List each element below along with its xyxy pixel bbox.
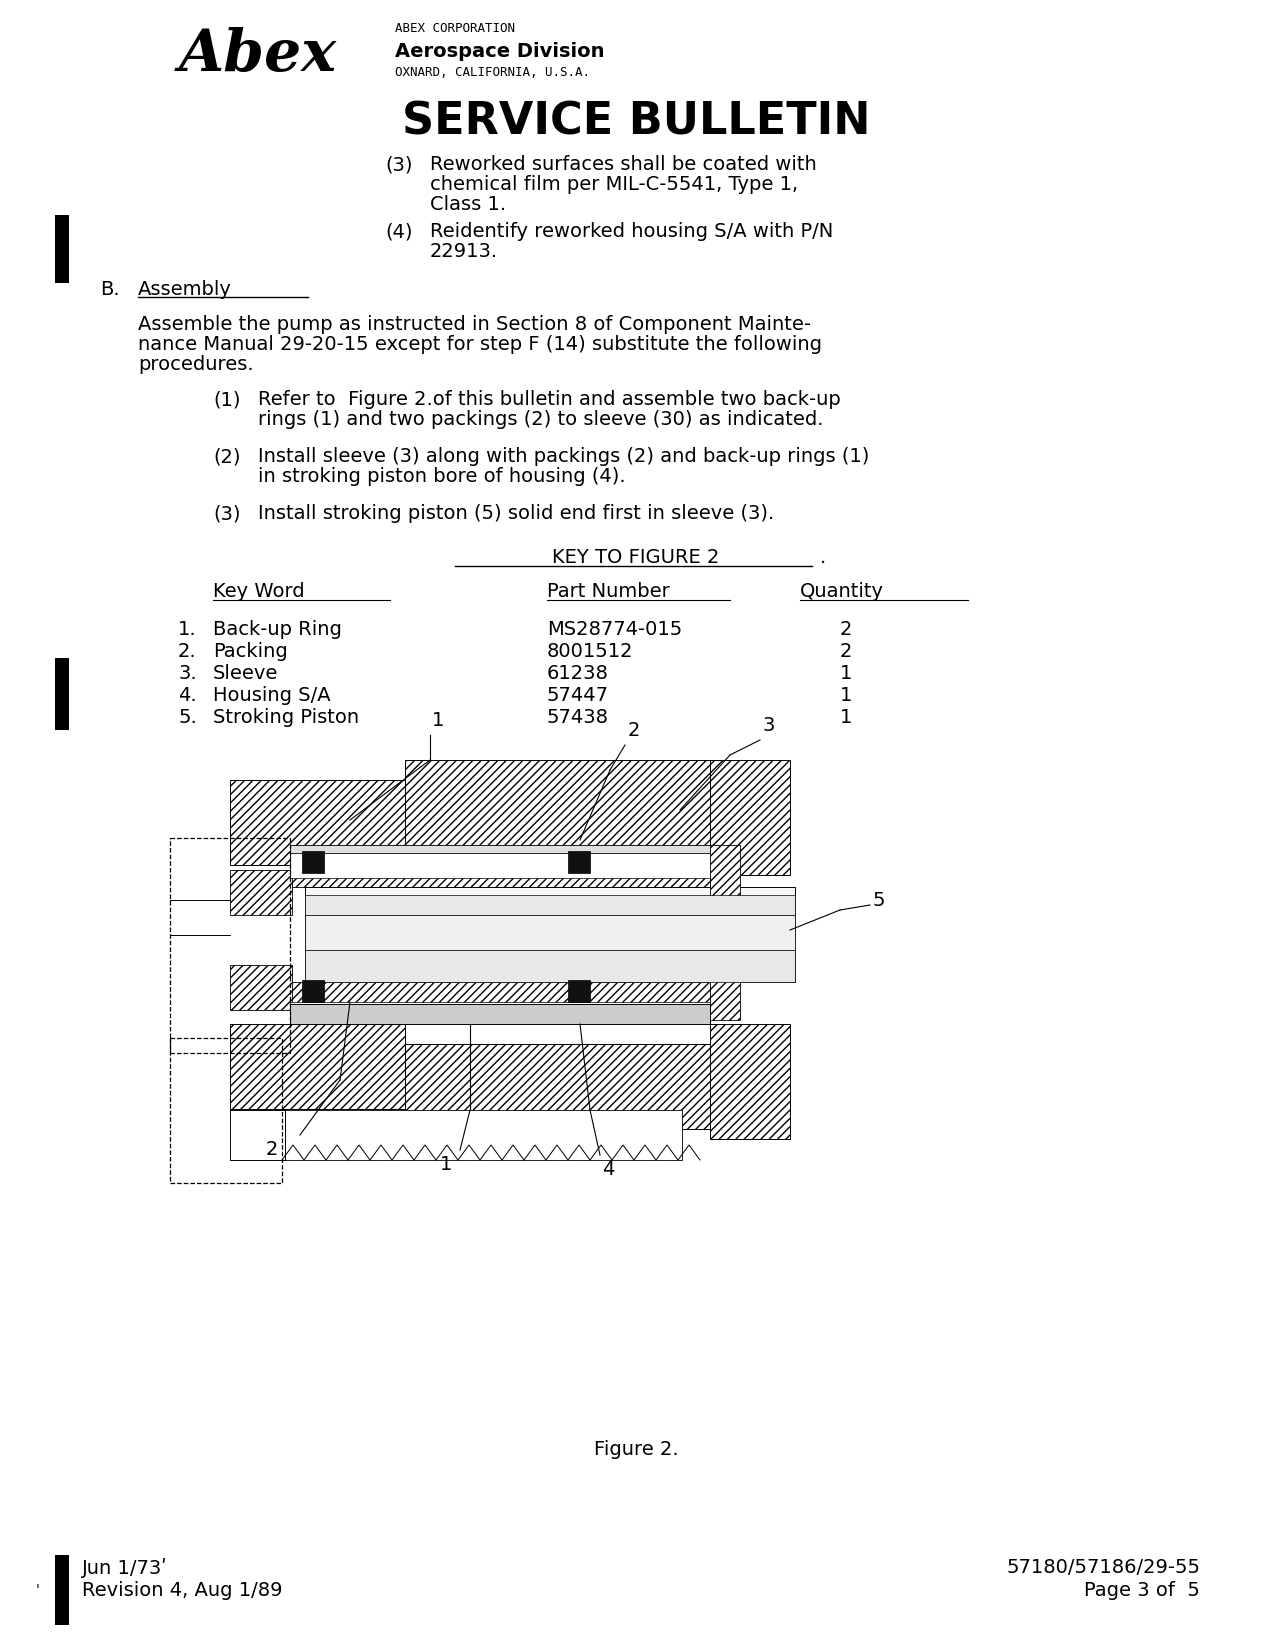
Text: Revision 4, Aug 1/89: Revision 4, Aug 1/89 [81,1580,282,1600]
Bar [569,850,590,873]
Text: 4: 4 [602,1160,614,1178]
Bar [305,895,795,915]
Bar [230,966,293,1010]
Text: B.: B. [100,280,120,298]
Text: 5: 5 [873,890,884,910]
Text: 1: 1 [840,686,852,705]
Text: ABEX CORPORATION: ABEX CORPORATION [396,21,515,35]
Text: Assembly: Assembly [137,280,232,298]
Text: 2: 2 [266,1140,279,1159]
Text: Reidentify reworked housing S/A with P/N: Reidentify reworked housing S/A with P/N [430,222,833,241]
Text: 8001512: 8001512 [547,643,633,661]
Bar [290,845,710,854]
Text: ': ' [36,1584,39,1597]
Text: (4): (4) [385,222,412,241]
Text: 57438: 57438 [547,709,609,727]
Bar [301,850,324,873]
Text: Quantity: Quantity [800,582,884,602]
Text: nance Manual 29-20-15 except for step F (14) substitute the following: nance Manual 29-20-15 except for step F … [137,335,822,354]
Text: Reworked surfaces shall be coated with: Reworked surfaces shall be coated with [430,155,817,175]
Bar [282,1111,682,1160]
Text: procedures.: procedures. [137,354,253,374]
Bar [230,1023,404,1109]
Text: Install sleeve (3) along with packings (2) and back-up rings (1): Install sleeve (3) along with packings (… [258,447,869,466]
Text: 2: 2 [628,722,640,740]
Text: (1): (1) [212,391,240,409]
Text: chemical film per MIL-C-5541, Type 1,: chemical film per MIL-C-5541, Type 1, [430,175,798,194]
Bar [404,1043,710,1129]
Bar [290,982,710,1004]
Bar [305,887,795,982]
Bar [404,760,710,845]
Text: OXNARD, CALIFORNIA, U.S.A.: OXNARD, CALIFORNIA, U.S.A. [396,66,590,79]
Text: (3): (3) [212,504,240,522]
Text: 1: 1 [440,1155,452,1173]
Text: 5.: 5. [178,709,197,727]
Text: 57180/57186/29-55: 57180/57186/29-55 [1006,1557,1199,1577]
Text: rings (1) and two packings (2) to sleeve (30) as indicated.: rings (1) and two packings (2) to sleeve… [258,410,823,428]
Bar [55,214,69,283]
Bar [569,981,590,1002]
Bar [290,845,710,865]
Text: .: . [820,549,827,567]
Bar [170,837,290,1053]
Text: Refer to  Figure 2.of this bulletin and assemble two back-up: Refer to Figure 2.of this bulletin and a… [258,391,841,409]
Bar [230,870,293,915]
Bar [290,1002,710,1022]
Text: 1.: 1. [178,620,197,639]
Bar [710,760,790,875]
Text: Stroking Piston: Stroking Piston [212,709,359,727]
Text: Back-up Ring: Back-up Ring [212,620,342,639]
Bar [230,1111,285,1160]
Bar [301,981,324,1002]
Text: Class 1.: Class 1. [430,194,506,214]
Text: 22913.: 22913. [430,242,499,260]
Bar [710,845,740,1020]
Text: Assemble the pump as instructed in Section 8 of Component Mainte-: Assemble the pump as instructed in Secti… [137,315,812,335]
Bar [710,1023,790,1139]
Bar [305,915,795,949]
Bar [230,780,404,865]
Text: 3.: 3. [178,664,197,682]
Bar [290,854,710,878]
Text: 2.: 2. [178,643,197,661]
Bar [290,865,710,887]
Text: Sleeve: Sleeve [212,664,279,682]
Text: 1: 1 [840,709,852,727]
Text: Packing: Packing [212,643,287,661]
Text: Jun 1/73ʹ: Jun 1/73ʹ [81,1557,168,1579]
Bar [290,1004,710,1023]
Text: 2: 2 [840,643,852,661]
Text: Page 3 of  5: Page 3 of 5 [1084,1580,1199,1600]
Text: 61238: 61238 [547,664,609,682]
Bar [55,1556,69,1625]
Text: 2: 2 [840,620,852,639]
Text: Part Number: Part Number [547,582,670,602]
Text: 1: 1 [432,710,444,730]
Text: Housing S/A: Housing S/A [212,686,331,705]
Text: 1: 1 [840,664,852,682]
Bar [170,1038,282,1183]
Bar [55,658,69,730]
Text: (2): (2) [212,447,240,466]
Text: Install stroking piston (5) solid end first in sleeve (3).: Install stroking piston (5) solid end fi… [258,504,775,522]
Text: Abex: Abex [179,26,337,84]
Text: Key Word: Key Word [212,582,304,602]
Text: Aerospace Division: Aerospace Division [396,41,604,61]
Text: KEY TO FIGURE 2: KEY TO FIGURE 2 [552,549,720,567]
Text: 4.: 4. [178,686,197,705]
Text: in stroking piston bore of housing (4).: in stroking piston bore of housing (4). [258,466,626,486]
Text: 3: 3 [762,715,775,735]
Text: 57447: 57447 [547,686,609,705]
Text: MS28774-015: MS28774-015 [547,620,682,639]
Text: SERVICE BULLETIN: SERVICE BULLETIN [402,101,870,143]
Text: Figure 2.: Figure 2. [594,1440,678,1458]
Text: (3): (3) [385,155,412,175]
Bar [305,949,795,982]
